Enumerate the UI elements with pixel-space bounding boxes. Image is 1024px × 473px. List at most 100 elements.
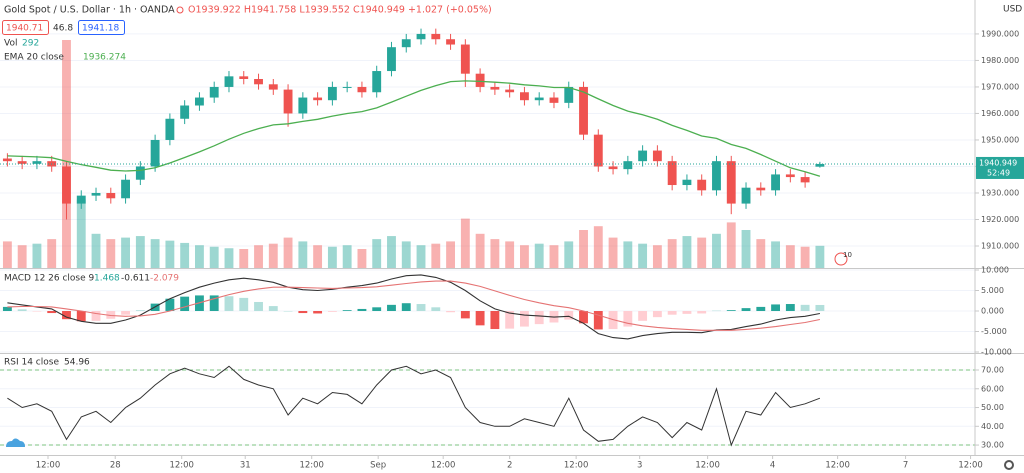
volume-bar <box>697 237 707 268</box>
volume-bar <box>505 241 515 268</box>
macd-histogram-bar <box>652 311 662 318</box>
candle-body <box>62 166 71 204</box>
macd-histogram-bar <box>209 295 219 311</box>
y-tick-label: 10.000 <box>981 266 1009 275</box>
macd-histogram-bar <box>815 304 825 311</box>
macd-histogram-bar <box>283 311 293 312</box>
candle-body <box>638 150 648 162</box>
macd-histogram-bar <box>135 310 145 311</box>
candle-body <box>593 134 603 167</box>
candle-body <box>682 179 692 186</box>
cloud-icon[interactable] <box>6 438 25 448</box>
macd-histogram-bar <box>785 304 795 311</box>
volume-bar <box>785 245 795 268</box>
y-tick-label: 50.00 <box>981 403 1004 412</box>
overlay: Gold Spot / U.S. Dollar · 1h · OANDA O19… <box>2 5 1024 471</box>
ema-title: EMA 20 close <box>4 53 64 63</box>
volume-bar <box>726 222 736 268</box>
macd-histogram-bar <box>254 301 263 311</box>
candle-body <box>652 150 662 162</box>
candle-body <box>416 33 426 40</box>
volume-bar <box>401 241 411 268</box>
bid-box[interactable] <box>2 20 49 35</box>
y-tick-label: -10.000 <box>981 348 1012 357</box>
macd-histogram-bar <box>313 311 323 314</box>
macd-histogram-bar <box>623 311 633 327</box>
x-tick-label: 12:00 <box>169 461 194 471</box>
ema-line <box>7 80 821 177</box>
macd-histogram-bar <box>2 306 12 311</box>
candle-body <box>549 97 559 103</box>
macd-histogram-bar <box>579 311 588 324</box>
macd-histogram-bar <box>268 306 278 311</box>
ask-box[interactable] <box>78 20 125 35</box>
volume-bar <box>342 245 352 268</box>
macd-line-value: -0.611 <box>121 274 150 284</box>
volume-bar <box>76 199 86 268</box>
event-icon[interactable] <box>834 252 848 266</box>
candle-body <box>268 84 278 90</box>
candle-body <box>505 89 515 93</box>
volume-bar <box>520 245 529 268</box>
candle-body <box>106 192 116 199</box>
macd-histogram-bar <box>298 311 308 314</box>
macd-histogram-bar <box>593 311 603 330</box>
currency: USD <box>1003 5 1022 15</box>
macd-histogram-bar <box>475 311 485 326</box>
event-marker[interactable]: 10 <box>843 251 852 259</box>
volume-bar <box>446 241 455 268</box>
y-tick-label: 1930.000 <box>981 188 1019 197</box>
macd-histogram-bar <box>239 297 249 311</box>
macd-histogram-bar <box>697 311 707 314</box>
volume-bar <box>490 239 500 268</box>
macd-histogram-bar <box>91 311 101 321</box>
candle-body <box>623 161 633 170</box>
rsi-line <box>7 365 821 447</box>
macd-histogram-bar <box>357 308 367 311</box>
volume-bar <box>283 237 293 268</box>
volume-bar <box>313 245 323 268</box>
volume-bar <box>121 237 130 268</box>
x-tick-label: 28 <box>110 461 121 471</box>
x-tick-label: 12:00 <box>695 461 720 471</box>
spread: 46.8 <box>53 24 73 34</box>
last-price-box <box>976 156 1024 179</box>
candle-body <box>771 174 780 191</box>
x-tick-label: 2 <box>507 461 512 471</box>
macd-histogram-bar <box>62 311 71 320</box>
volume-value: 292 <box>22 39 39 49</box>
countdown: 52:49 <box>987 168 1010 177</box>
y-tick-label: 5.000 <box>981 286 1004 295</box>
x-tick-label: 12:00 <box>825 461 850 471</box>
candle-body <box>298 97 308 114</box>
y-tick-label: 0.000 <box>981 307 1004 316</box>
macd-histogram-bar <box>505 311 515 329</box>
settings-icon[interactable] <box>1004 460 1014 470</box>
volume-bar <box>224 248 234 268</box>
macd-histogram-bar <box>431 307 441 311</box>
candle-body <box>800 177 810 183</box>
volume-bar <box>549 245 559 268</box>
candle-body <box>17 161 27 164</box>
x-tick-label: 4 <box>770 461 775 471</box>
macd-histogram-bar <box>446 311 455 313</box>
candle-body <box>387 47 396 72</box>
macd-histogram-bar <box>47 311 57 314</box>
candle-body <box>564 86 574 103</box>
y-tick-label: 1980.000 <box>981 56 1019 65</box>
bid-price[interactable]: 1940.71 <box>6 24 43 34</box>
macd-signal-value: -2.079 <box>150 274 179 284</box>
volume-bar <box>150 239 160 268</box>
macd-histogram-bar <box>17 309 27 311</box>
volume-bar <box>431 243 441 268</box>
candle-body <box>342 86 352 88</box>
y-tick-label: 70.00 <box>981 366 1004 375</box>
volume-bar <box>135 236 145 268</box>
volume-bar <box>165 240 175 268</box>
ask-price[interactable]: 1941.18 <box>82 24 119 34</box>
macd-hist-value: 1.468 <box>94 274 120 284</box>
candle-body <box>446 39 455 45</box>
candle-body <box>475 73 485 87</box>
candle-body <box>224 76 234 87</box>
